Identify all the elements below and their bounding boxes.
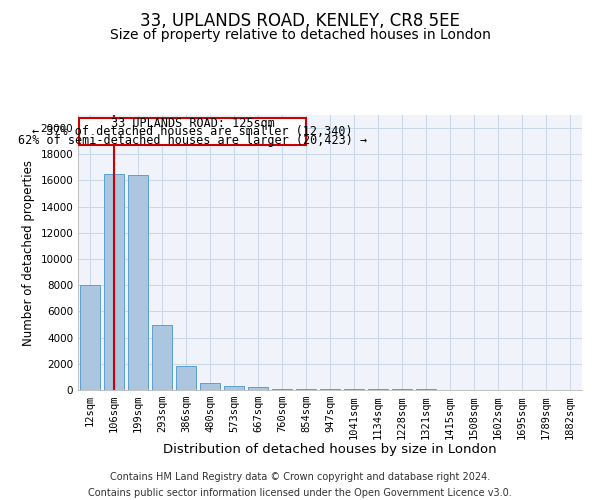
Text: Size of property relative to detached houses in London: Size of property relative to detached ho… (110, 28, 490, 42)
Y-axis label: Number of detached properties: Number of detached properties (22, 160, 35, 346)
Bar (104, 174, 124, 390)
Bar (344, 389, 364, 390)
Bar (128, 175, 148, 390)
Text: Contains HM Land Registry data © Crown copyright and database right 2024.: Contains HM Land Registry data © Crown c… (110, 472, 490, 482)
Bar (176, 366, 196, 390)
Bar (79, 118, 306, 145)
Bar (224, 386, 244, 390)
Text: 62% of semi-detached houses are larger (20,423) →: 62% of semi-detached houses are larger (… (18, 134, 367, 146)
Text: Contains public sector information licensed under the Open Government Licence v3: Contains public sector information licen… (88, 488, 512, 498)
Text: 33, UPLANDS ROAD, KENLEY, CR8 5EE: 33, UPLANDS ROAD, KENLEY, CR8 5EE (140, 12, 460, 30)
Text: ← 37% of detached houses are smaller (12,340): ← 37% of detached houses are smaller (12… (32, 126, 353, 138)
Bar (368, 389, 388, 390)
Bar (200, 384, 220, 390)
Bar (248, 388, 268, 390)
Bar (296, 388, 316, 390)
Bar (152, 324, 172, 390)
Bar (272, 388, 292, 390)
Bar (80, 284, 100, 390)
X-axis label: Distribution of detached houses by size in London: Distribution of detached houses by size … (163, 443, 497, 456)
Bar (320, 389, 340, 390)
Text: 33 UPLANDS ROAD: 125sqm: 33 UPLANDS ROAD: 125sqm (110, 117, 275, 130)
